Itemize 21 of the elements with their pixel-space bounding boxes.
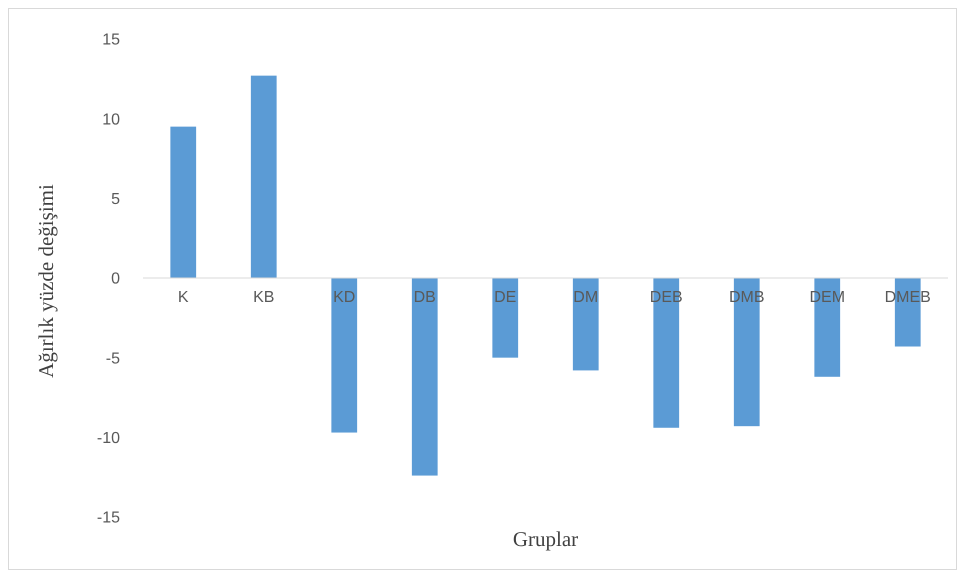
y-tick-label: -10 [96, 430, 120, 447]
x-tick-label: KD [333, 289, 356, 306]
x-tick-label: KB [253, 289, 274, 306]
y-axis-title: Ağırlık yüzde değişimi [34, 184, 58, 378]
x-axis-title: Gruplar [512, 527, 578, 551]
bar [572, 278, 599, 370]
bar [250, 76, 277, 278]
x-tick-label: DE [494, 289, 516, 306]
y-tick-label: -5 [106, 350, 120, 368]
bar [331, 278, 358, 433]
bar [412, 278, 438, 476]
y-tick-label: -15 [96, 510, 120, 527]
y-tick-label: 0 [111, 270, 120, 288]
bar [492, 278, 518, 358]
y-tick-label: 10 [102, 111, 120, 128]
x-tick-label: DM [573, 289, 598, 306]
bar [170, 126, 196, 278]
x-tick-label: DB [414, 289, 436, 306]
y-tick-label: 15 [102, 32, 120, 49]
y-tick-label: 5 [111, 190, 120, 208]
x-tick-label: K [178, 289, 189, 306]
